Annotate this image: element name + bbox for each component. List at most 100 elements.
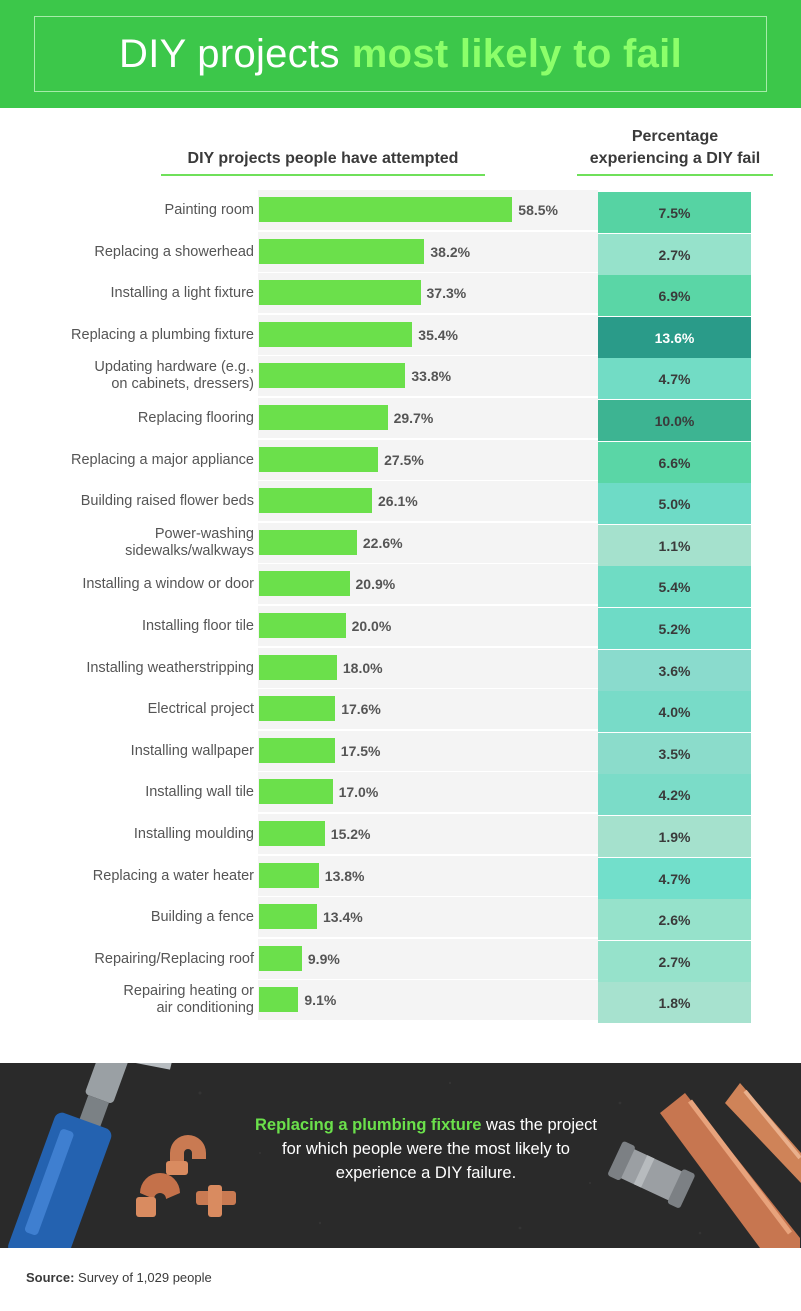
row-background — [258, 939, 598, 979]
fail-percentage-cell: 2.7% — [598, 941, 751, 982]
left-column-header: DIY projects people have attempted — [161, 148, 485, 176]
attempted-value-label: 13.8% — [324, 867, 365, 884]
fail-percentage-cell: 1.9% — [598, 816, 751, 857]
fail-percentage-cell: 4.7% — [598, 858, 751, 899]
category-label-line: Power-washing — [154, 526, 254, 542]
attempted-value-label: 17.0% — [338, 783, 379, 800]
category-label: Updating hardware (e.g., on cabinets, dre… — [10, 356, 254, 396]
chart-rows: Painting room 58.5% 7.5% Replacing a shower… — [10, 190, 751, 1023]
title-accent: most likely to fail — [351, 31, 682, 76]
attempted-value-label: 9.1% — [304, 991, 337, 1008]
attempted-bar — [259, 863, 319, 888]
category-label-line: Replacing flooring — [137, 409, 254, 426]
category-label-line: Installing a window or door — [82, 575, 254, 592]
attempted-bar — [259, 738, 335, 763]
category-label: Replacing a plumbing fixture — [10, 315, 254, 355]
attempted-bar — [259, 655, 337, 680]
fail-percentage-cell: 4.7% — [598, 358, 751, 399]
category-label: Installing wallpaper — [10, 731, 254, 771]
fail-percentage-cell: 1.8% — [598, 982, 751, 1023]
fail-percentage-cell: 3.6% — [598, 650, 751, 691]
attempted-bar — [259, 363, 406, 388]
category-label-line: Replacing a showerhead — [94, 243, 254, 260]
attempted-value-label: 58.5% — [518, 201, 558, 218]
attempted-value-label: 33.8% — [411, 367, 452, 384]
attempted-value-label: 17.6% — [341, 700, 381, 717]
fail-percentage-cell: 13.6% — [598, 317, 751, 358]
attempted-bar — [259, 280, 421, 305]
callout-rest: was the project for which people were th… — [282, 1116, 598, 1182]
attempted-value-label: 9.9% — [307, 950, 340, 967]
attempted-value-label: 20.0% — [351, 617, 392, 634]
attempted-value-label: 38.2% — [430, 243, 471, 260]
category-label-line: Updating hardware (e.g., — [94, 359, 254, 375]
header-band: DIY projects most likely to fail — [0, 0, 801, 108]
category-label: Replacing a showerhead — [10, 232, 254, 272]
attempted-value-label: 13.4% — [323, 908, 363, 925]
fail-percentage-cell: 5.4% — [598, 566, 751, 607]
copper-pipes-icon — [660, 1083, 801, 1248]
pipe-wrench-icon — [8, 1063, 175, 1248]
fail-percentage-cell: 7.5% — [598, 192, 751, 233]
right-column-header: Percentage experiencing a DIY fail — [577, 126, 773, 176]
callout-banner: Replacing a plumbing fixture was the pro… — [0, 1063, 801, 1248]
attempted-bar — [259, 946, 302, 971]
category-label: Replacing a water heater — [10, 856, 254, 896]
category-label: Repairing/Replacing roof — [10, 939, 254, 979]
attempted-bar — [259, 197, 513, 222]
category-label-line: Repairing/Replacing roof — [94, 950, 254, 967]
attempted-value-label: 27.5% — [384, 451, 424, 468]
attempted-bar — [259, 447, 379, 472]
fail-percentage-cell: 1.1% — [598, 525, 751, 566]
attempted-value-label: 17.5% — [340, 742, 381, 759]
fail-percentage-cell: 3.5% — [598, 733, 751, 774]
fail-percentage-cell: 10.0% — [598, 400, 751, 441]
header-frame: DIY projects most likely to fail — [34, 16, 767, 92]
category-label: Painting room — [10, 190, 254, 230]
category-label-line: Electrical project — [147, 700, 254, 717]
attempted-value-label: 22.6% — [362, 534, 403, 551]
attempted-bar — [259, 405, 388, 430]
category-label-line: Building raised flower beds — [80, 492, 254, 509]
fail-percentage-cell: 4.0% — [598, 691, 751, 732]
attempted-value-label: 35.4% — [418, 326, 458, 343]
copper-fittings-icon — [136, 1135, 236, 1217]
category-label: Building raised flower beds — [10, 481, 254, 521]
attempted-bar — [259, 530, 357, 555]
category-label: Repairing heating or air conditioning — [10, 980, 254, 1020]
attempted-bar — [259, 987, 299, 1012]
attempted-bar — [259, 696, 336, 721]
attempted-value-label: 37.3% — [426, 284, 467, 301]
category-label-line: Replacing a plumbing fixture — [71, 326, 254, 343]
category-label: Power-washing sidewalks/walkways — [10, 523, 254, 563]
attempted-bar — [259, 779, 333, 804]
category-label-line: air conditioning — [156, 1000, 254, 1016]
fail-percentage-cell: 6.6% — [598, 442, 751, 483]
category-label: Installing a light fixture — [10, 273, 254, 313]
fail-percentage-cell: 5.0% — [598, 483, 751, 524]
attempted-value-label: 18.0% — [342, 659, 383, 676]
page-title: DIY projects most likely to fail — [35, 17, 766, 91]
attempted-value-label: 29.7% — [393, 409, 434, 426]
attempted-bar — [259, 571, 350, 596]
category-label: Installing a window or door — [10, 564, 254, 604]
category-label: Electrical project — [10, 689, 254, 729]
category-label: Installing moulding — [10, 814, 254, 854]
category-label: Replacing flooring — [10, 398, 254, 438]
category-label-line: Installing a light fixture — [110, 284, 254, 301]
attempted-value-label: 15.2% — [330, 825, 371, 842]
attempted-value-label: 20.9% — [355, 575, 396, 592]
category-label: Replacing a major appliance — [10, 440, 254, 480]
callout-highlight: Replacing a plumbing fixture — [254, 1116, 482, 1134]
category-label-line: Repairing heating or — [123, 983, 254, 999]
fail-percentage-cell: 2.6% — [598, 899, 751, 940]
category-label-line: sidewalks/walkways — [125, 543, 254, 559]
category-label-line: Installing floor tile — [141, 617, 254, 634]
attempted-bar — [259, 488, 372, 513]
attempted-bar — [259, 821, 325, 846]
category-label: Installing floor tile — [10, 606, 254, 646]
category-label: Installing wall tile — [10, 772, 254, 812]
source-label: Source: — [26, 1270, 75, 1285]
row-background — [258, 980, 598, 1020]
fail-percentage-cell: 2.7% — [598, 234, 751, 275]
